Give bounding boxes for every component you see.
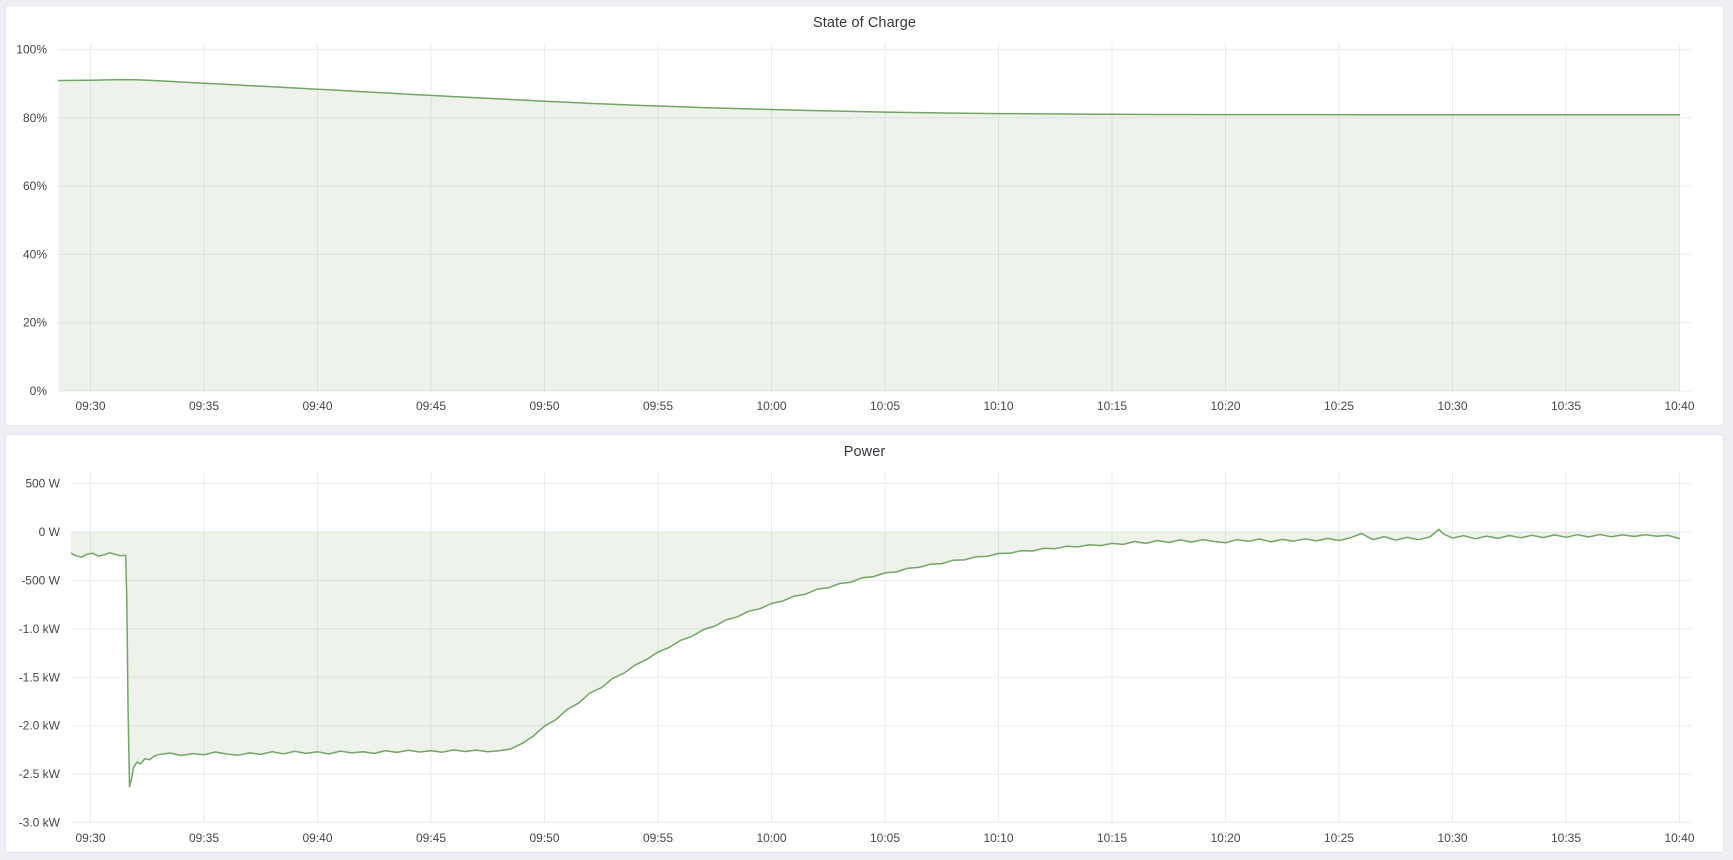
x-axis-label: 10:40: [1664, 831, 1694, 845]
y-axis-label: 500 W: [25, 477, 60, 491]
x-axis-label: 10:30: [1437, 831, 1467, 845]
x-axis-label: 09:45: [416, 399, 446, 413]
x-axis-label: 10:05: [870, 399, 900, 413]
y-axis-label: -1.0 kW: [19, 622, 61, 636]
x-axis-label: 10:20: [1210, 399, 1240, 413]
y-axis-label: 0%: [30, 384, 48, 398]
y-axis-label: -1.5 kW: [19, 670, 61, 684]
soc-panel: State of Charge 0% 20% 40% 60% 80% 100% 09:30 0…: [5, 5, 1724, 426]
x-axis-label: 10:25: [1324, 831, 1354, 845]
x-axis-label: 10:35: [1551, 831, 1581, 845]
x-axis-label: 10:25: [1324, 399, 1354, 413]
series-area: [58, 79, 1680, 391]
power-panel-title[interactable]: Power: [843, 444, 886, 460]
y-axis-label: 40%: [23, 247, 47, 261]
y-axis-label: -3.0 kW: [19, 816, 61, 830]
x-axis-label: 09:50: [529, 399, 559, 413]
soc-panel-title[interactable]: State of Charge: [812, 15, 917, 31]
series-line: [71, 528, 1681, 788]
series-area: [71, 529, 1680, 787]
x-axis-label: 10:30: [1437, 399, 1467, 413]
y-axis-label: 60%: [23, 179, 47, 193]
y-axis-label: -2.5 kW: [19, 767, 61, 781]
x-axis-label: 09:30: [75, 399, 105, 413]
y-axis-label: 20%: [23, 316, 47, 330]
x-axis-label: 10:35: [1551, 399, 1581, 413]
y-axis-label: 0 W: [39, 525, 61, 539]
x-axis-label: 09:35: [189, 399, 219, 413]
x-axis-label: 09:40: [302, 399, 332, 413]
x-axis-label: 09:55: [643, 831, 673, 845]
x-axis-label: 09:40: [302, 831, 332, 845]
y-axis-label: 80%: [23, 111, 47, 125]
power-chart[interactable]: 500 W 0 W -500 W -1.0 kW -1.5 kW -2.0 kW -2.5 …: [6, 435, 1725, 854]
x-axis-label: 10:05: [870, 831, 900, 845]
x-axis-label: 10:15: [1097, 399, 1127, 413]
y-axis-label: -2.0 kW: [19, 719, 61, 733]
x-axis-label: 10:15: [1097, 831, 1127, 845]
x-axis-label: 09:35: [189, 831, 219, 845]
power-panel: Power 500 W 0 W -500 W -1.0 kW -1.5 kW -2.0 k…: [5, 434, 1724, 853]
x-axis-label: 09:30: [75, 831, 105, 845]
x-axis-label: 10:20: [1210, 831, 1240, 845]
x-axis-label: 09:55: [643, 399, 673, 413]
x-axis-label: 10:00: [756, 399, 786, 413]
series-line: [58, 78, 1681, 116]
x-axis-label: 09:50: [529, 831, 559, 845]
x-axis-label: 10:10: [983, 399, 1013, 413]
x-axis-label: 10:40: [1664, 399, 1694, 413]
x-axis-label: 10:10: [983, 831, 1013, 845]
y-axis-label: 100%: [16, 43, 47, 57]
soc-chart[interactable]: 0% 20% 40% 60% 80% 100% 09:30 09:35 09:40 09:45 09…: [6, 6, 1725, 427]
x-axis-label: 09:45: [416, 831, 446, 845]
y-axis-label: -500 W: [21, 573, 60, 587]
x-axis-label: 10:00: [756, 831, 786, 845]
